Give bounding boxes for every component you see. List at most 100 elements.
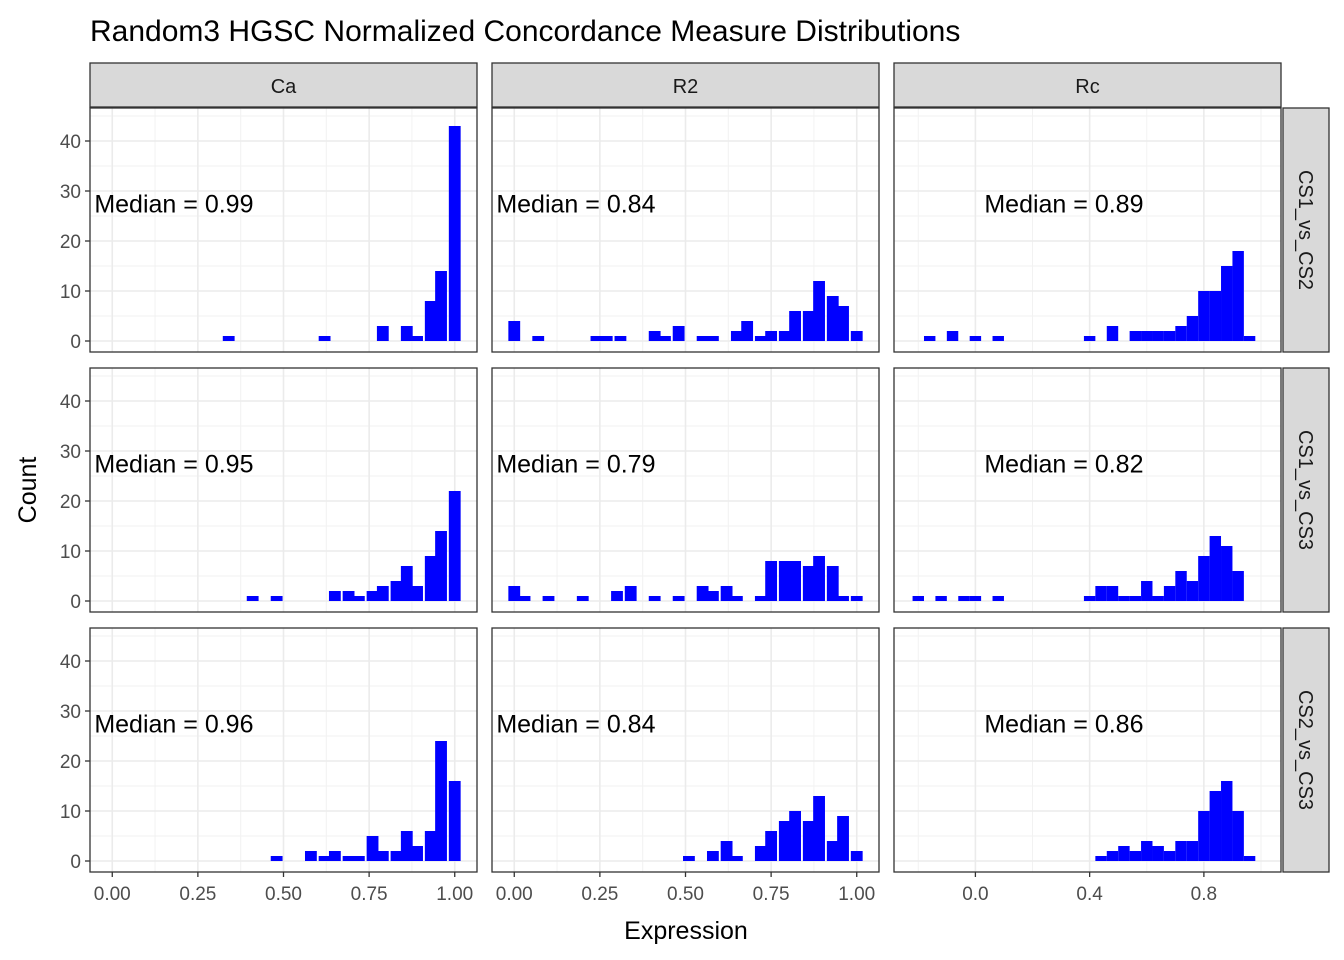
histogram-bar — [802, 566, 815, 601]
histogram-bar — [1141, 581, 1153, 601]
histogram-bar — [366, 591, 379, 601]
x-axis-title: Expression — [624, 917, 748, 945]
facet-strip-row-label: CS1_vs_CS3 — [1294, 430, 1316, 550]
panel-CS1_vs_CS2-Rc: Median = 0.89 — [893, 107, 1282, 353]
histogram-bar — [850, 851, 863, 861]
histogram-bar — [648, 596, 661, 601]
y-tick-label: 40 — [60, 652, 81, 673]
y-tick-label: 10 — [60, 802, 81, 823]
histogram-bar — [730, 331, 743, 341]
histogram-bar — [741, 321, 754, 341]
histogram-bar — [1163, 586, 1176, 601]
histogram-bar — [376, 586, 389, 601]
histogram-bar — [304, 851, 317, 861]
median-annotation: Median = 0.84 — [496, 191, 655, 219]
histogram-bar — [1198, 556, 1210, 601]
histogram-bar — [390, 851, 403, 861]
panel-border — [89, 367, 478, 613]
histogram-bar — [1232, 811, 1244, 861]
histogram-bar — [1118, 596, 1130, 601]
facet-strip-row-label: CS1_vs_CS2 — [1294, 170, 1316, 290]
median-annotation: Median = 0.86 — [984, 711, 1143, 739]
histogram-bar — [730, 596, 743, 601]
histogram-bar — [969, 336, 982, 341]
median-annotation: Median = 0.82 — [984, 451, 1143, 479]
x-tick-label: 1.00 — [436, 884, 473, 905]
histogram-bar — [411, 846, 423, 861]
histogram-bar — [1095, 856, 1107, 861]
x-tick-label: 0.8 — [1191, 884, 1217, 905]
y-tick-label: 20 — [60, 232, 81, 253]
histogram-bar — [992, 336, 1004, 341]
panel-CS2_vs_CS3-Ca: Median = 0.96 0 10 20 30 40 0.00 0.25 0.50 0.75 1.… — [60, 627, 478, 905]
histogram-bar — [778, 331, 791, 341]
histogram-bar — [246, 596, 259, 601]
median-annotation: Median = 0.84 — [496, 711, 655, 739]
histogram-bar — [508, 586, 521, 601]
histogram-bar — [802, 821, 815, 861]
panel-border — [491, 107, 880, 353]
y-tick-label: 40 — [60, 392, 81, 413]
histogram-bar — [850, 331, 863, 341]
histogram-bar — [992, 596, 1004, 601]
histogram-bar — [813, 796, 825, 861]
histogram-bar — [912, 596, 924, 601]
histogram-bar — [1221, 781, 1233, 861]
histogram-bar — [730, 856, 743, 861]
histogram-bar — [837, 816, 849, 861]
histogram-bar — [624, 586, 637, 601]
histogram-bar — [318, 336, 331, 341]
facet-strip-row-label: CS2_vs_CS3 — [1294, 690, 1316, 810]
facet-strip-label: R2 — [673, 76, 699, 98]
histogram-bar — [754, 336, 767, 341]
histogram-bar — [826, 841, 839, 861]
x-tick-label: 0.00 — [496, 884, 533, 905]
y-tick-label: 30 — [60, 702, 81, 723]
facet-strip-row-2 — [1282, 627, 1330, 873]
histogram-bar — [672, 326, 685, 341]
histogram-bar — [270, 856, 283, 861]
histogram-bar — [706, 336, 719, 341]
histogram-bar — [576, 596, 589, 601]
histogram-bar — [850, 596, 863, 601]
facet-strip-row-1 — [1282, 367, 1330, 613]
histogram-bar — [1243, 336, 1256, 341]
facet-strip-label: Ca — [271, 76, 297, 98]
histogram-bar — [448, 491, 461, 601]
histogram-bar — [1209, 536, 1222, 601]
histogram-bar — [532, 336, 545, 341]
panel-CS1_vs_CS3-Rc: Median = 0.82 — [893, 367, 1282, 613]
x-tick-label: 0.4 — [1076, 884, 1103, 905]
panel-border — [491, 367, 880, 613]
histogram-bar — [706, 591, 719, 601]
histogram-bar — [813, 281, 825, 341]
histogram-bar — [826, 566, 839, 601]
histogram-bar — [448, 126, 461, 341]
panel-border — [893, 627, 1282, 873]
histogram-bar — [706, 851, 719, 861]
y-tick-label: 0 — [70, 592, 81, 613]
panels-layer: Ca R2 Rc CS1_vs_CS2 CS1_vs_CS3 CS2_vs_CS3 Medi… — [60, 62, 1330, 905]
y-tick-label: 0 — [70, 852, 81, 873]
histogram-bar — [1152, 331, 1164, 341]
histogram-bar — [1141, 841, 1153, 861]
histogram-bar — [1243, 856, 1256, 861]
histogram-bar — [1198, 811, 1210, 861]
median-annotation: Median = 0.96 — [94, 711, 253, 739]
histogram-bar — [789, 811, 802, 861]
histogram-bar — [648, 331, 661, 341]
histogram-bar — [400, 831, 413, 861]
panel-CS2_vs_CS3-Rc: Median = 0.86 0.0 0.4 0.8 — [893, 627, 1282, 905]
histogram-bar — [1175, 841, 1187, 861]
histogram-bar — [1175, 326, 1187, 341]
histogram-bar — [1129, 851, 1142, 861]
histogram-bar — [424, 831, 437, 861]
panel-CS2_vs_CS3-R2: Median = 0.84 0.00 0.25 0.50 0.75 1.00 — [491, 627, 880, 905]
panel-CS1_vs_CS2-R2: Median = 0.84 — [491, 107, 880, 353]
panel-border — [89, 107, 478, 353]
panel-CS1_vs_CS3-R2: Median = 0.79 — [491, 367, 880, 613]
histogram-bar — [600, 336, 613, 341]
panel-CS1_vs_CS3-Ca: Median = 0.95 0 10 20 30 40 — [60, 367, 478, 613]
histogram-bar — [518, 596, 531, 601]
